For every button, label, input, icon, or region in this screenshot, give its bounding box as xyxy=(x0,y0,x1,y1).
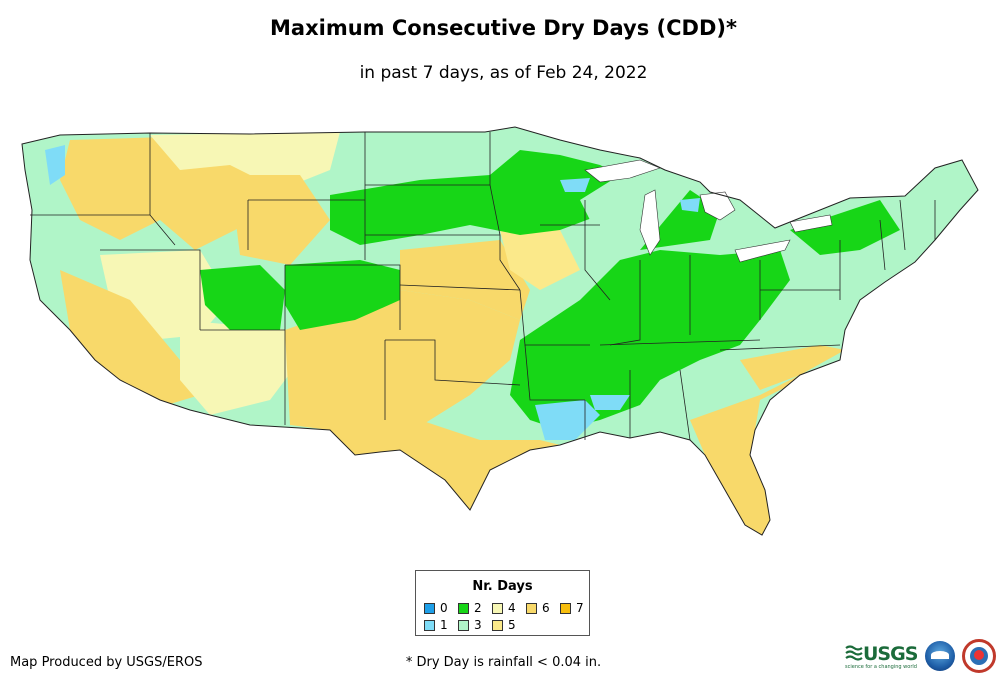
legend-title: Nr. Days xyxy=(472,579,533,594)
nws-logo-icon xyxy=(962,639,996,673)
legend-label: 4 xyxy=(508,601,516,615)
legend-swatch xyxy=(458,619,469,631)
map-title: Maximum Consecutive Dry Days (CDD)* xyxy=(270,16,737,40)
dry-day-footnote: * Dry Day is rainfall < 0.04 in. xyxy=(405,655,602,670)
legend-item-1: 1 xyxy=(424,618,448,632)
legend-label: 0 xyxy=(440,601,448,615)
map-legend: Nr. Days 0 1 2 3 4 5 6 7 xyxy=(415,570,590,636)
map-credit: Map Produced by USGS/EROS xyxy=(10,655,203,670)
usgs-tagline: science for a changing world xyxy=(845,664,917,670)
conus-cdd-map xyxy=(21,126,979,536)
agency-logos: USGS science for a changing world xyxy=(840,638,1000,676)
legend-swatch xyxy=(492,602,503,614)
state-boundaries xyxy=(21,126,979,536)
legend-item-5: 5 xyxy=(492,618,516,632)
legend-swatch xyxy=(424,602,435,614)
usgs-wordmark: USGS xyxy=(863,643,918,665)
usgs-logo: USGS xyxy=(845,643,918,665)
legend-label: 7 xyxy=(576,601,584,615)
legend-item-3: 3 xyxy=(458,618,482,632)
legend-label: 5 xyxy=(508,618,516,632)
legend-item-7: 7 xyxy=(560,601,584,615)
legend-item-2: 2 xyxy=(458,601,482,615)
map-subtitle: in past 7 days, as of Feb 24, 2022 xyxy=(359,63,648,83)
legend-label: 2 xyxy=(474,601,482,615)
great-lakes xyxy=(584,159,833,263)
noaa-logo-icon xyxy=(925,641,955,671)
legend-swatch xyxy=(526,602,537,614)
legend-label: 6 xyxy=(542,601,550,615)
legend-label: 3 xyxy=(474,618,482,632)
legend-swatch xyxy=(458,602,469,614)
legend-item-4: 4 xyxy=(492,601,516,615)
usgs-waves-icon xyxy=(845,645,863,661)
legend-item-6: 6 xyxy=(526,601,550,615)
legend-swatch xyxy=(492,619,503,631)
legend-swatch xyxy=(560,602,571,614)
legend-swatch xyxy=(424,619,435,631)
legend-item-0: 0 xyxy=(424,601,448,615)
legend-label: 1 xyxy=(440,618,448,632)
